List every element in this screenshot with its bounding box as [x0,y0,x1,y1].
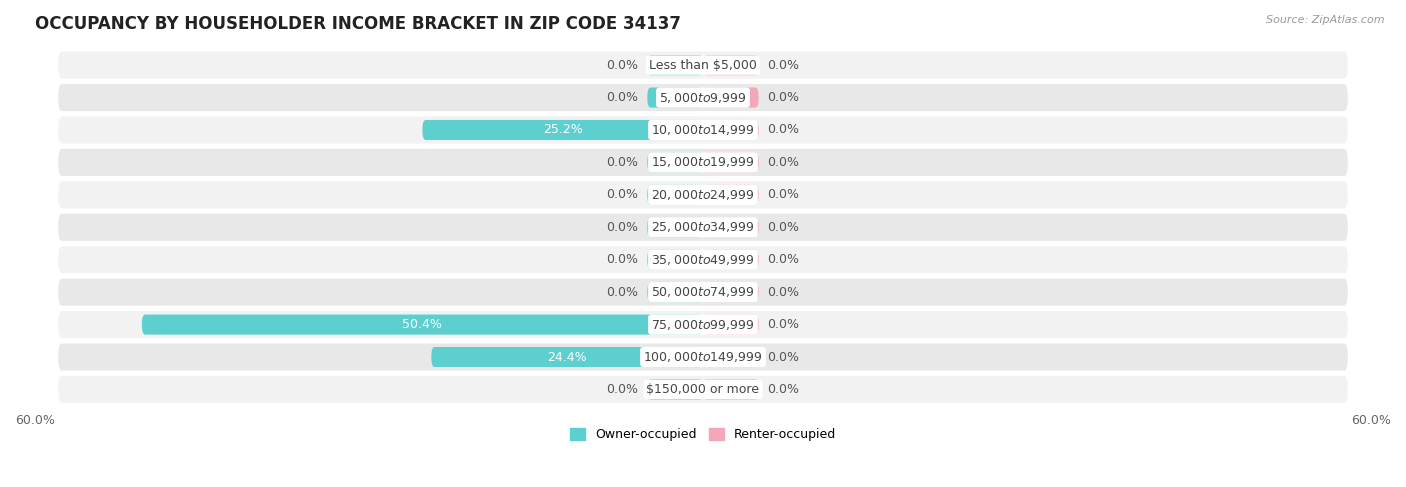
FancyBboxPatch shape [422,120,703,140]
FancyBboxPatch shape [58,310,1348,339]
Text: Source: ZipAtlas.com: Source: ZipAtlas.com [1267,15,1385,25]
Text: 0.0%: 0.0% [606,221,638,234]
Text: OCCUPANCY BY HOUSEHOLDER INCOME BRACKET IN ZIP CODE 34137: OCCUPANCY BY HOUSEHOLDER INCOME BRACKET … [35,15,681,33]
FancyBboxPatch shape [58,180,1348,209]
FancyBboxPatch shape [647,152,703,172]
FancyBboxPatch shape [703,282,759,302]
Text: $50,000 to $74,999: $50,000 to $74,999 [651,285,755,299]
Text: 24.4%: 24.4% [547,351,586,363]
FancyBboxPatch shape [647,185,703,205]
FancyBboxPatch shape [58,375,1348,404]
Text: 0.0%: 0.0% [768,91,800,104]
FancyBboxPatch shape [58,342,1348,372]
FancyBboxPatch shape [58,83,1348,112]
Text: $35,000 to $49,999: $35,000 to $49,999 [651,253,755,267]
FancyBboxPatch shape [647,282,703,302]
FancyBboxPatch shape [142,315,703,335]
Text: 0.0%: 0.0% [768,188,800,201]
Text: 0.0%: 0.0% [768,351,800,363]
FancyBboxPatch shape [703,185,759,205]
Text: 0.0%: 0.0% [606,156,638,169]
FancyBboxPatch shape [703,315,759,335]
Text: 0.0%: 0.0% [768,253,800,266]
Text: $10,000 to $14,999: $10,000 to $14,999 [651,123,755,137]
FancyBboxPatch shape [703,120,759,140]
FancyBboxPatch shape [647,379,703,399]
FancyBboxPatch shape [703,152,759,172]
Text: 0.0%: 0.0% [768,156,800,169]
Text: 0.0%: 0.0% [768,286,800,299]
FancyBboxPatch shape [58,245,1348,274]
Text: $75,000 to $99,999: $75,000 to $99,999 [651,318,755,332]
Text: 50.4%: 50.4% [402,318,443,331]
FancyBboxPatch shape [58,213,1348,242]
FancyBboxPatch shape [432,347,703,367]
FancyBboxPatch shape [703,217,759,237]
Text: 0.0%: 0.0% [606,286,638,299]
Legend: Owner-occupied, Renter-occupied: Owner-occupied, Renter-occupied [565,423,841,446]
FancyBboxPatch shape [58,148,1348,177]
FancyBboxPatch shape [703,88,759,108]
FancyBboxPatch shape [58,51,1348,80]
Text: 0.0%: 0.0% [768,318,800,331]
FancyBboxPatch shape [647,217,703,237]
FancyBboxPatch shape [703,250,759,270]
Text: 0.0%: 0.0% [606,58,638,72]
Text: $100,000 to $149,999: $100,000 to $149,999 [644,350,762,364]
Text: 0.0%: 0.0% [768,124,800,136]
Text: 0.0%: 0.0% [606,383,638,396]
Text: $25,000 to $34,999: $25,000 to $34,999 [651,220,755,234]
Text: 0.0%: 0.0% [768,383,800,396]
FancyBboxPatch shape [703,379,759,399]
FancyBboxPatch shape [58,278,1348,307]
Text: 0.0%: 0.0% [606,253,638,266]
FancyBboxPatch shape [703,55,759,75]
Text: 25.2%: 25.2% [543,124,582,136]
Text: $20,000 to $24,999: $20,000 to $24,999 [651,188,755,202]
Text: 0.0%: 0.0% [606,91,638,104]
Text: 0.0%: 0.0% [768,58,800,72]
FancyBboxPatch shape [647,88,703,108]
Text: $15,000 to $19,999: $15,000 to $19,999 [651,155,755,169]
Text: Less than $5,000: Less than $5,000 [650,58,756,72]
FancyBboxPatch shape [58,115,1348,145]
FancyBboxPatch shape [647,55,703,75]
Text: 0.0%: 0.0% [606,188,638,201]
FancyBboxPatch shape [647,250,703,270]
Text: $5,000 to $9,999: $5,000 to $9,999 [659,91,747,105]
FancyBboxPatch shape [703,347,759,367]
Text: 0.0%: 0.0% [768,221,800,234]
Text: $150,000 or more: $150,000 or more [647,383,759,396]
